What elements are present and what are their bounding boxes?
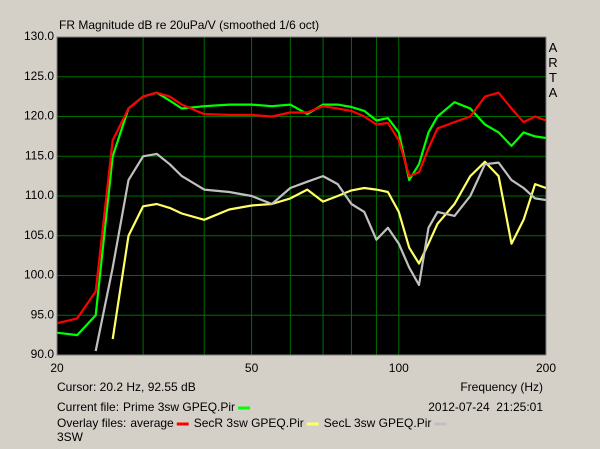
y-tick-label: 115.0 [25, 148, 54, 162]
legend-entry: average [130, 416, 174, 430]
overlay-files-label: Overlay files: [57, 416, 126, 430]
x-tick-label: 100 [389, 361, 409, 375]
y-tick-label: 105.0 [24, 228, 54, 242]
legend-entry: Prime 3sw GPEQ.Pir [123, 400, 235, 414]
chart-title: FR Magnitude dB re 20uPa/V (smoothed 1/6… [59, 18, 319, 32]
y-tick-label: 110.0 [25, 188, 54, 202]
legend-entry: SecR 3sw GPEQ.Pir [194, 416, 304, 430]
y-tick-label: 100.0 [24, 268, 54, 282]
y-tick-label: 120.0 [24, 109, 54, 123]
y-tick-label: 90.0 [31, 347, 55, 361]
y-tick-label: 130.0 [24, 29, 54, 43]
response-curve [94, 152, 546, 352]
x-tick-label: 20 [50, 361, 64, 375]
plot-frame [56, 36, 547, 356]
response-curve [111, 160, 546, 340]
arta-watermark: ARTA [548, 40, 558, 100]
x-tick-label: 50 [245, 361, 259, 375]
overlay-extra: 3SW [57, 430, 84, 444]
x-axis-label: Frequency (Hz) [460, 380, 543, 394]
timestamp: 2012-07-24 21:25:01 [428, 400, 543, 414]
y-tick-label: 125.0 [24, 69, 54, 83]
cursor-readout: Cursor: 20.2 Hz, 92.55 dB [57, 380, 196, 394]
legend-entry: SecL 3sw GPEQ.Pir [324, 416, 432, 430]
response-curve [57, 91, 546, 325]
current-file-label: Current file: [57, 400, 119, 414]
x-tick-label: 200 [536, 361, 556, 375]
y-tick-label: 95.0 [31, 307, 55, 321]
